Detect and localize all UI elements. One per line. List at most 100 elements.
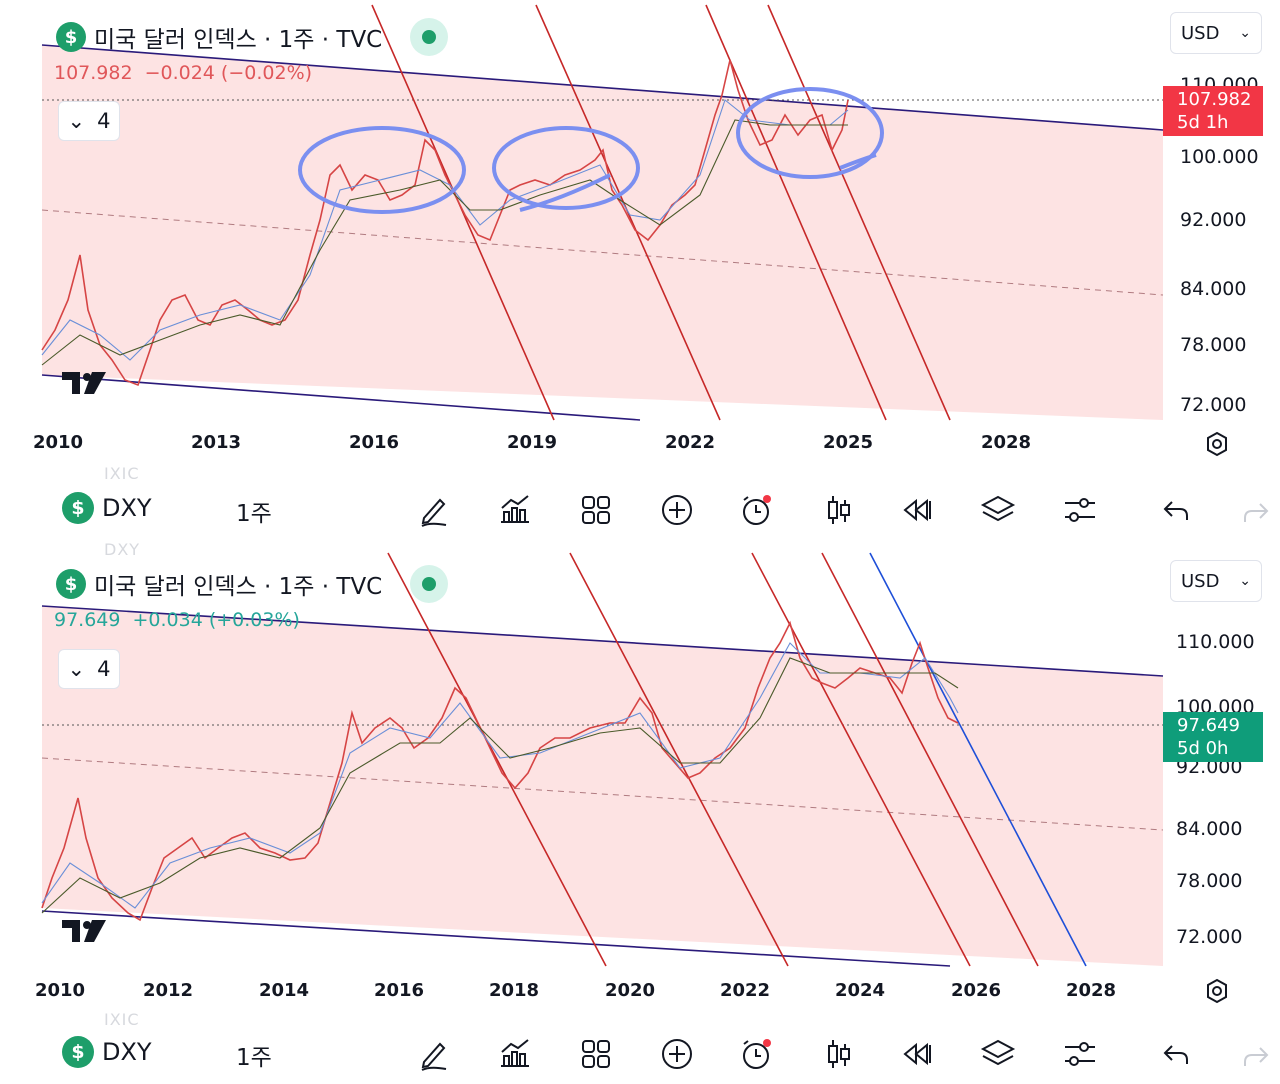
regression-channel-fill	[42, 606, 1163, 966]
y-tick-label: 100.000	[1180, 146, 1259, 168]
y-tick-label: 84.000	[1180, 278, 1247, 300]
settings-sliders-icon[interactable]	[1062, 1036, 1098, 1072]
last-price-tag: 107.982 5d 1h	[1163, 86, 1263, 136]
channel-lower-line[interactable]	[41, 374, 641, 421]
layout-grid-icon[interactable]	[578, 492, 614, 528]
moving-average-slow	[41, 119, 848, 366]
channel-mid-dashed-line	[41, 757, 1164, 831]
last-price: 97.649	[54, 609, 121, 631]
indicators-collapse-button[interactable]: ⌄ 4	[58, 649, 120, 689]
chart-settings-icon[interactable]	[1204, 978, 1230, 1004]
y-tick-label: 110.000	[1176, 631, 1255, 653]
settings-sliders-icon[interactable]	[1062, 492, 1098, 528]
candles-icon[interactable]	[821, 492, 857, 528]
currency-select[interactable]: USD ⌄	[1170, 12, 1262, 54]
x-tick-label: 2022	[664, 432, 716, 453]
y-tick-label: 84.000	[1176, 818, 1243, 840]
indicators-icon[interactable]	[497, 492, 533, 528]
indicator-count: 4	[97, 109, 111, 133]
chart-canvas-top[interactable]	[0, 0, 1280, 470]
tradingview-logo	[62, 372, 106, 394]
price-tag-value: 107.982	[1177, 89, 1252, 110]
symbol-switcher[interactable]: $ DXY	[62, 1036, 152, 1068]
channel-mid-dashed-line	[41, 209, 1164, 296]
layout-grid-icon[interactable]	[578, 1036, 614, 1072]
x-tick-label: 2014	[258, 980, 310, 1001]
dollar-icon: $	[62, 492, 94, 524]
interval-button[interactable]: 1주	[236, 501, 272, 527]
symbol-header-top[interactable]: $ 미국 달러 인덱스 · 1주 · TVC	[56, 18, 449, 56]
x-tick-label: 2022	[719, 980, 771, 1001]
last-price: 107.982	[54, 62, 133, 84]
regression-channel-fill	[42, 45, 1163, 420]
x-tick-label: 2010	[34, 980, 86, 1001]
red-trend-line[interactable]	[821, 552, 1039, 967]
y-tick-label: 72.000	[1180, 394, 1247, 416]
channel-lower-line[interactable]	[41, 910, 951, 967]
x-tick-label: 2018	[488, 980, 540, 1001]
replay-rewind-icon[interactable]	[900, 492, 936, 528]
chart-canvas-bottom[interactable]	[0, 548, 1280, 988]
currency-label: USD	[1181, 570, 1220, 592]
x-tick-label: 2028	[1065, 980, 1117, 1001]
x-tick-label: 2028	[980, 432, 1032, 453]
chevron-down-icon: ⌄	[1239, 573, 1251, 589]
currency-select[interactable]: USD ⌄	[1170, 560, 1262, 602]
chart-panel-top: $ 미국 달러 인덱스 · 1주 · TVC 107.982 −0.024 (−0…	[0, 0, 1280, 540]
add-plus-icon[interactable]	[659, 1036, 695, 1072]
redo-icon[interactable]	[1238, 492, 1274, 528]
chevron-down-icon: ⌄	[67, 657, 86, 681]
chart-settings-icon[interactable]	[1204, 431, 1230, 457]
redo-icon[interactable]	[1238, 1036, 1274, 1072]
market-status-icon[interactable]	[410, 18, 449, 56]
price-change-line: 97.649 +0.034 (+0.03%)	[54, 609, 300, 631]
layers-icon[interactable]	[980, 492, 1016, 528]
highlight-scribble	[519, 173, 611, 212]
alert-clock-icon[interactable]	[738, 1036, 774, 1072]
bottom-toolbar-bottom: $ DXY 1주	[0, 1024, 1280, 1084]
blue-trend-line[interactable]	[869, 552, 1087, 967]
draw-brush-icon[interactable]	[416, 492, 452, 528]
interval-button[interactable]: 1주	[236, 1045, 272, 1071]
channel-upper-line[interactable]	[41, 44, 1164, 131]
price-tag-value: 97.649	[1177, 715, 1240, 736]
dollar-icon: $	[62, 1036, 94, 1068]
y-tick-label: 78.000	[1180, 334, 1247, 356]
indicators-icon[interactable]	[497, 1036, 533, 1072]
draw-brush-icon[interactable]	[416, 1036, 452, 1072]
candles-icon[interactable]	[821, 1036, 857, 1072]
x-tick-label: 2024	[834, 980, 886, 1001]
dollar-icon: $	[56, 22, 86, 52]
highlight-circle	[736, 87, 884, 179]
red-trend-line[interactable]	[705, 4, 887, 421]
add-plus-icon[interactable]	[659, 492, 695, 528]
red-trend-line[interactable]	[569, 552, 789, 967]
red-trend-line[interactable]	[387, 552, 607, 967]
alert-clock-icon[interactable]	[738, 492, 774, 528]
red-trend-line[interactable]	[767, 4, 951, 421]
price-change-line: 107.982 −0.024 (−0.02%)	[54, 62, 312, 84]
currency-label: USD	[1181, 22, 1220, 44]
undo-icon[interactable]	[1158, 1036, 1194, 1072]
symbol-ticker: DXY	[102, 494, 152, 522]
undo-icon[interactable]	[1158, 492, 1194, 528]
price-change: −0.024 (−0.02%)	[144, 62, 313, 84]
ghost-symbol-text: IXIC	[104, 464, 140, 483]
tradingview-logo	[62, 920, 106, 942]
layers-icon[interactable]	[980, 1036, 1016, 1072]
last-price-tag: 97.649 5d 0h	[1163, 712, 1263, 762]
symbol-header-bottom[interactable]: $ 미국 달러 인덱스 · 1주 · TVC	[56, 565, 449, 603]
price-change: +0.034 (+0.03%)	[132, 609, 300, 631]
red-trend-line[interactable]	[751, 552, 971, 967]
indicators-collapse-button[interactable]: ⌄ 4	[58, 101, 120, 141]
market-status-icon[interactable]	[410, 565, 449, 603]
symbol-switcher[interactable]: $ DXY	[62, 492, 152, 524]
highlight-circle	[298, 126, 466, 214]
symbol-ticker: DXY	[102, 1038, 152, 1066]
price-tag-countdown: 5d 0h	[1177, 738, 1229, 759]
replay-rewind-icon[interactable]	[900, 1036, 936, 1072]
bottom-toolbar-top: $ DXY 1주	[0, 480, 1280, 540]
symbol-title: 미국 달러 인덱스 · 1주 · TVC	[94, 27, 383, 53]
x-tick-label: 2013	[190, 432, 242, 453]
channel-upper-line[interactable]	[41, 605, 1164, 677]
